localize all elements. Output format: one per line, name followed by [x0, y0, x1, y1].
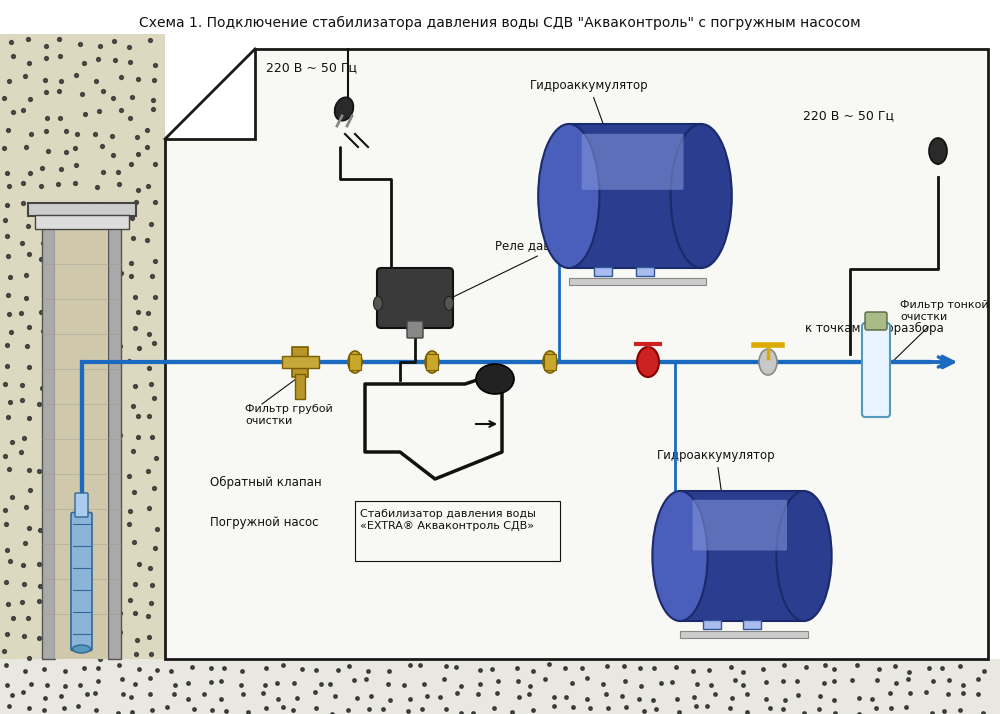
Ellipse shape [543, 351, 557, 373]
FancyBboxPatch shape [35, 215, 129, 229]
Ellipse shape [929, 138, 947, 164]
Text: Гидроаккумулятор: Гидроаккумулятор [530, 79, 649, 126]
Text: 220 В ~ 50 Гц: 220 В ~ 50 Гц [266, 61, 357, 74]
FancyBboxPatch shape [862, 323, 890, 417]
Ellipse shape [652, 491, 708, 621]
Ellipse shape [444, 296, 454, 311]
FancyBboxPatch shape [568, 278, 706, 285]
Text: Схема 1. Подключение стабилизатора давления воды СДВ "Акваконтроль" с погружным : Схема 1. Подключение стабилизатора давле… [139, 16, 861, 30]
FancyBboxPatch shape [407, 321, 423, 338]
FancyBboxPatch shape [865, 312, 887, 330]
Text: Погружной насос: Погружной насос [210, 516, 318, 529]
FancyBboxPatch shape [282, 356, 318, 368]
Text: Гидроаккумулятор: Гидроаккумулятор [657, 449, 776, 493]
Ellipse shape [374, 296, 382, 311]
FancyBboxPatch shape [426, 354, 438, 370]
FancyBboxPatch shape [0, 34, 165, 659]
Text: Реле давления воды: Реле давления воды [451, 239, 623, 298]
Text: Стабилизатор давления воды
«EXTRA® Акваконтроль СДВ»: Стабилизатор давления воды «EXTRA® Аквак… [360, 509, 536, 531]
Text: Фильтр тонкой
очистки: Фильтр тонкой очистки [889, 301, 989, 365]
Ellipse shape [759, 349, 777, 375]
Ellipse shape [671, 124, 732, 268]
Ellipse shape [425, 351, 439, 373]
FancyBboxPatch shape [377, 268, 453, 328]
Text: к точкам водоразбора: к точкам водоразбора [805, 322, 944, 335]
Ellipse shape [637, 347, 659, 377]
Text: Обратный клапан: Обратный клапан [210, 476, 322, 489]
FancyBboxPatch shape [636, 267, 654, 276]
Ellipse shape [776, 491, 832, 621]
FancyBboxPatch shape [594, 267, 612, 276]
Ellipse shape [72, 645, 90, 653]
Ellipse shape [335, 97, 353, 121]
FancyBboxPatch shape [75, 493, 88, 517]
Ellipse shape [476, 364, 514, 394]
FancyBboxPatch shape [42, 214, 55, 659]
FancyBboxPatch shape [0, 659, 1000, 714]
FancyBboxPatch shape [544, 354, 556, 370]
FancyBboxPatch shape [108, 214, 121, 659]
FancyBboxPatch shape [569, 124, 701, 268]
FancyBboxPatch shape [292, 347, 308, 377]
FancyBboxPatch shape [693, 500, 787, 550]
FancyBboxPatch shape [680, 631, 808, 638]
FancyBboxPatch shape [28, 203, 136, 216]
FancyBboxPatch shape [703, 620, 721, 629]
FancyBboxPatch shape [349, 354, 361, 370]
FancyBboxPatch shape [71, 513, 92, 650]
FancyBboxPatch shape [295, 374, 305, 399]
FancyBboxPatch shape [55, 214, 108, 659]
Polygon shape [165, 49, 988, 659]
FancyBboxPatch shape [680, 491, 804, 621]
Ellipse shape [348, 351, 362, 373]
FancyBboxPatch shape [582, 134, 684, 190]
Text: Фильтр грубой
очистки: Фильтр грубой очистки [245, 404, 333, 426]
FancyBboxPatch shape [743, 620, 761, 629]
Text: 220 В ~ 50 Гц: 220 В ~ 50 Гц [803, 109, 894, 122]
Ellipse shape [538, 124, 599, 268]
